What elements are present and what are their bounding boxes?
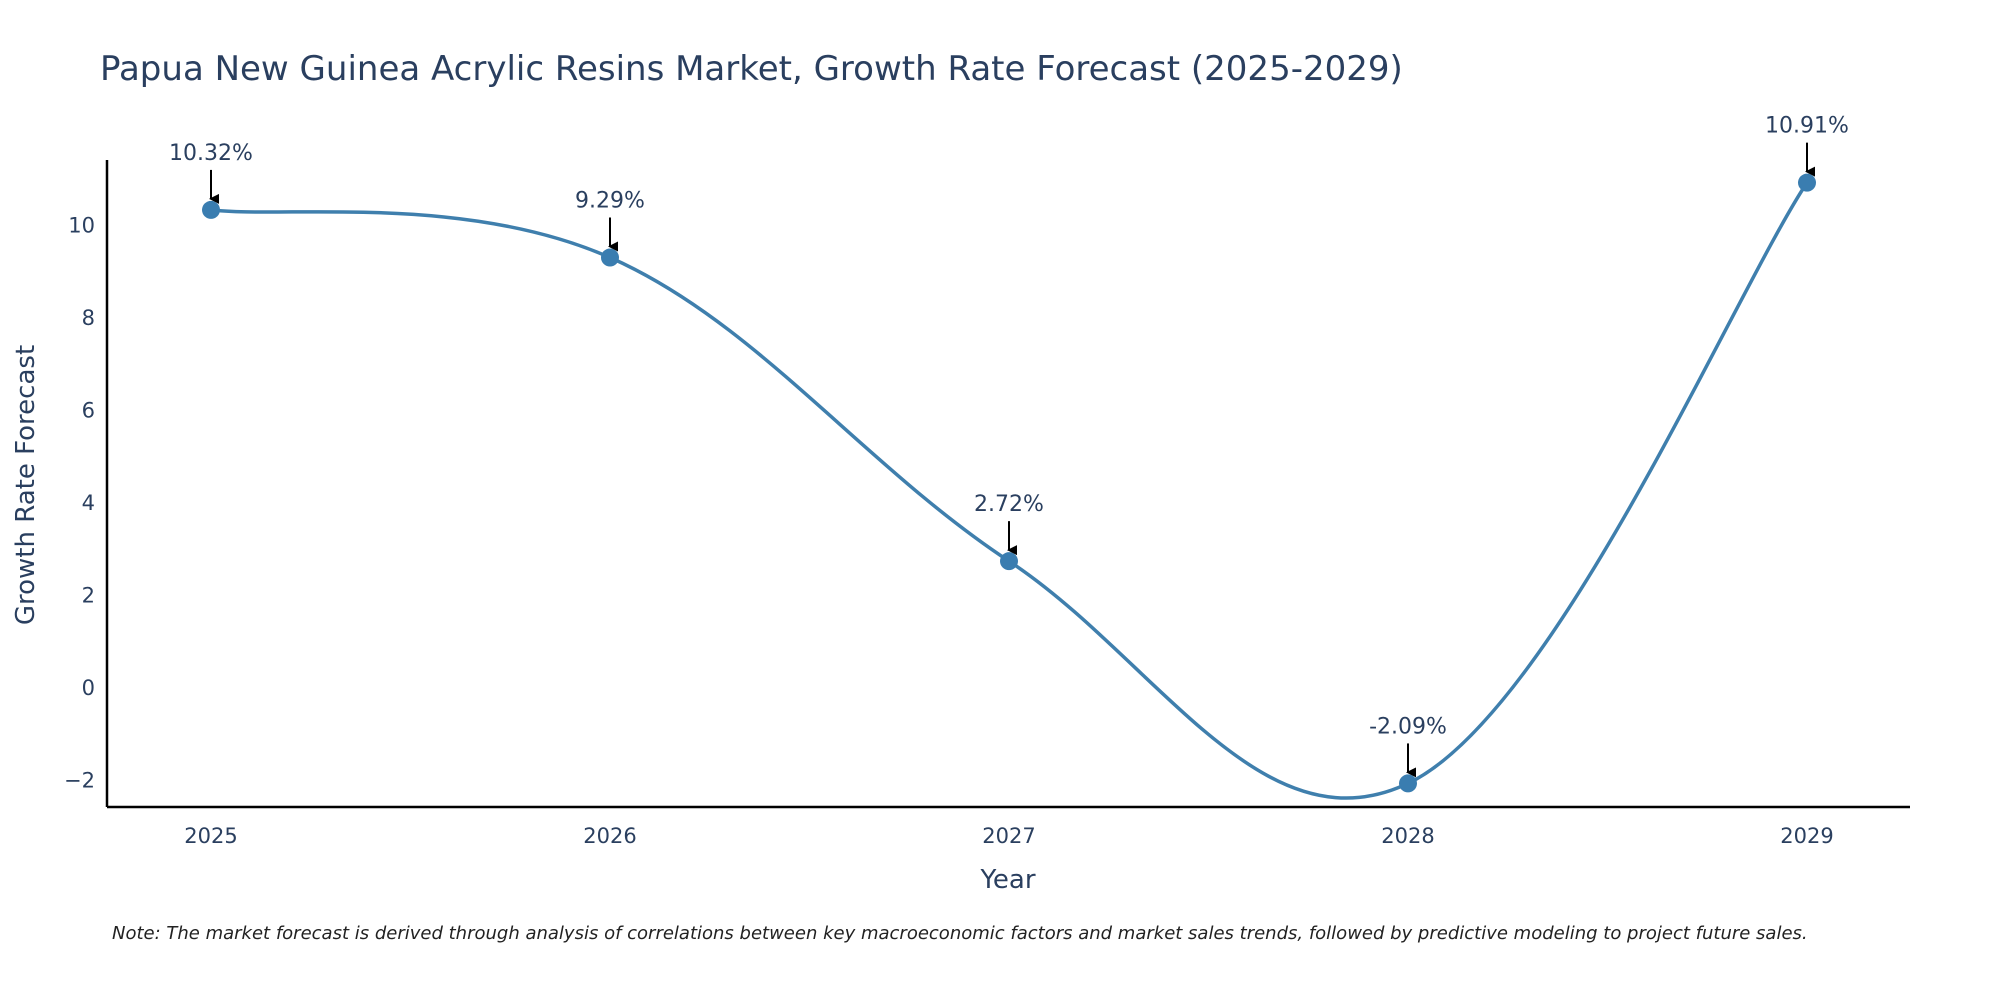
data-label: 10.91% xyxy=(1765,114,1849,139)
x-tick-label: 2029 xyxy=(1780,824,1833,848)
y-tick-label: 2 xyxy=(82,583,95,607)
data-point xyxy=(1399,774,1417,793)
y-tick-label: 0 xyxy=(82,676,95,700)
data-label: 10.32% xyxy=(169,141,253,166)
y-tick-label: 4 xyxy=(82,491,95,515)
x-tick-label: 2025 xyxy=(184,824,237,848)
y-axis-ticks: −2 0 2 4 6 8 10 xyxy=(64,214,95,793)
x-tick-label: 2026 xyxy=(583,824,636,848)
data-annotations: 10.32% 9.29% 2.72% -2.09% 10.91% xyxy=(169,114,1849,778)
x-tick-label: 2028 xyxy=(1381,824,1434,848)
footnote: Note: The market forecast is derived thr… xyxy=(112,923,1808,944)
x-axis-title: Year xyxy=(979,865,1035,895)
y-tick-label: −2 xyxy=(64,768,95,792)
series-line xyxy=(209,180,1809,800)
data-points xyxy=(202,173,1816,793)
data-point xyxy=(1798,173,1816,192)
y-tick-label: 10 xyxy=(68,214,95,238)
y-tick-label: 6 xyxy=(82,399,95,423)
data-label: 9.29% xyxy=(575,189,645,214)
data-point xyxy=(1000,552,1018,571)
x-axis-ticks: 2025 2026 2027 2028 2029 xyxy=(184,824,1833,848)
chart-title: Papua New Guinea Acrylic Resins Market, … xyxy=(100,49,1403,89)
y-axis-title: Growth Rate Forecast xyxy=(11,345,41,625)
y-tick-label: 8 xyxy=(82,306,95,330)
data-label: -2.09% xyxy=(1369,714,1447,739)
data-point xyxy=(202,200,220,219)
x-tick-label: 2027 xyxy=(982,824,1035,848)
data-label: 2.72% xyxy=(974,492,1044,517)
data-point xyxy=(601,248,619,267)
